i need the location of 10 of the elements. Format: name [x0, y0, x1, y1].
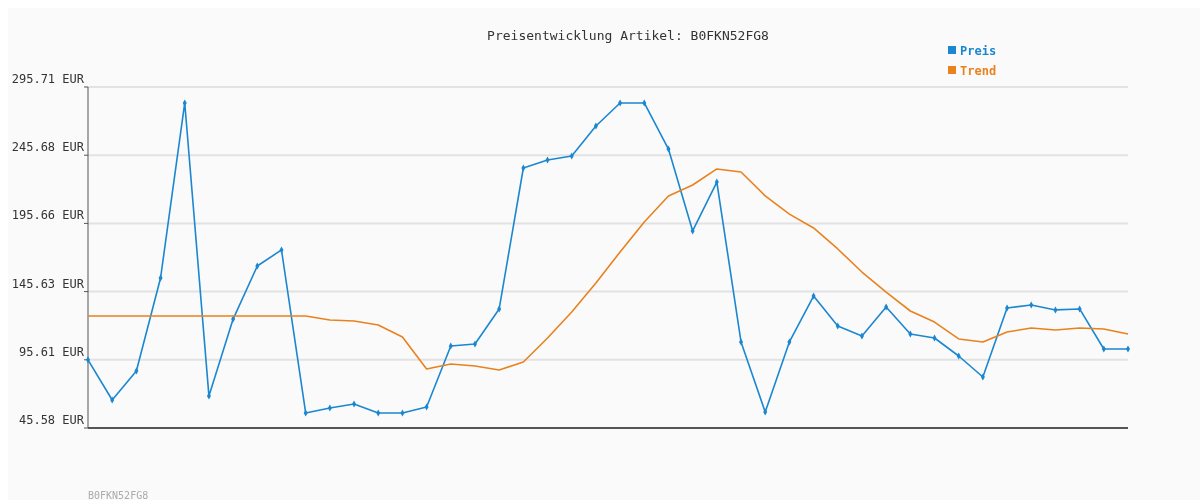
y-tick-label: 45.58 EUR — [18, 413, 85, 427]
legend-label: Trend — [960, 64, 997, 78]
text: B0FKN52FG8 — [88, 490, 149, 500]
y-tick-label: 195.66 EUR — [11, 208, 85, 223]
y-tick-label: 145.63 EUR — [11, 276, 85, 291]
y-tick-label: 95.61 EUR — [18, 344, 85, 359]
y-tick-label: 245.68 EUR — [11, 140, 85, 155]
legend-label: Preis — [960, 44, 997, 58]
chart-title: Preisentwicklung Artikel: B0FKN52FG8 — [487, 28, 769, 43]
y-tick-label: 295.71 EUR — [11, 72, 85, 86]
